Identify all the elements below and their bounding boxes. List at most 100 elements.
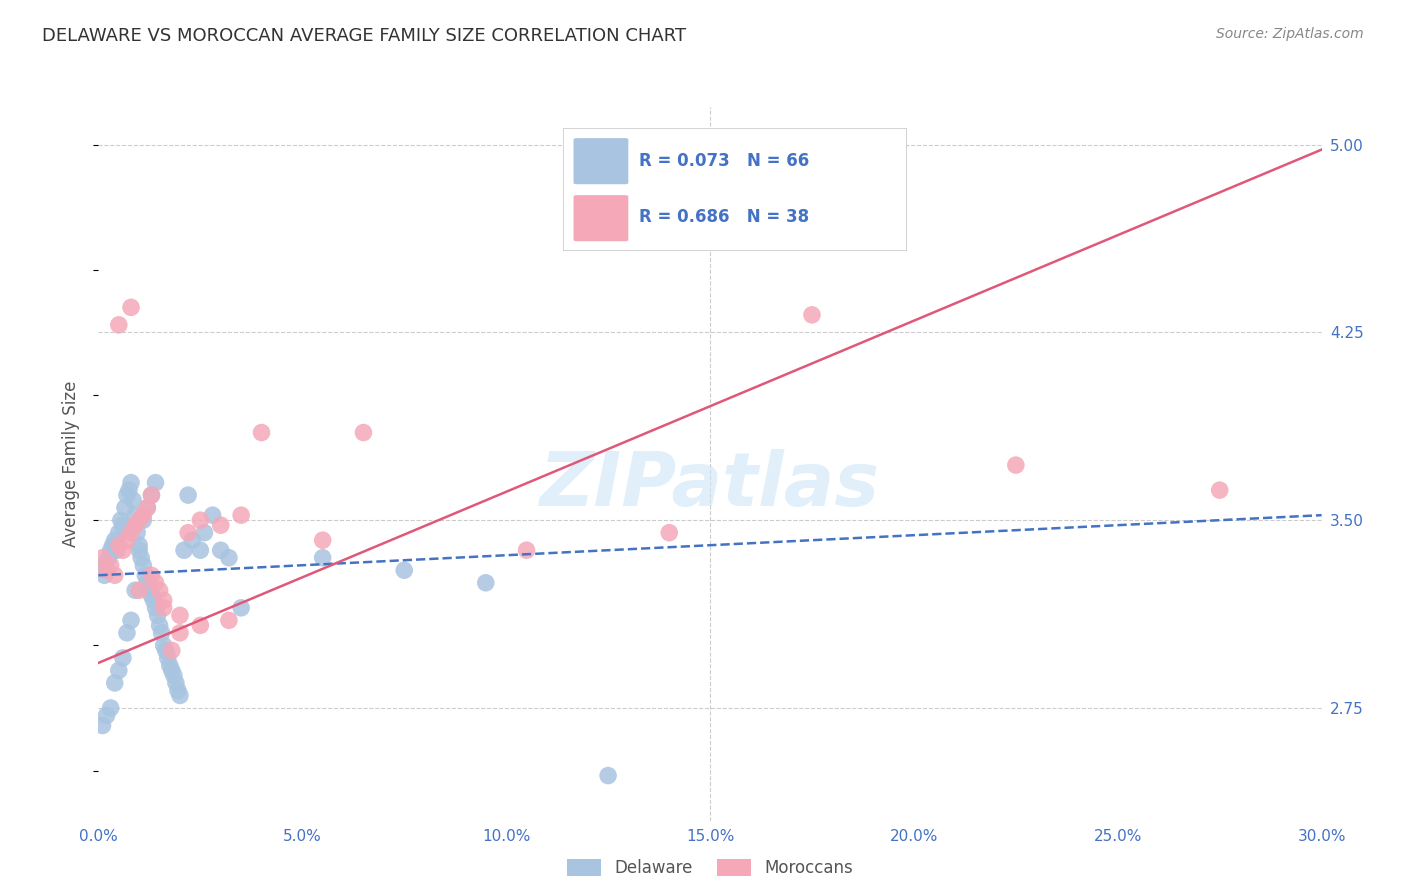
Point bbox=[169, 625, 191, 640]
Point bbox=[132, 513, 155, 527]
Point bbox=[111, 543, 134, 558]
Point bbox=[160, 643, 183, 657]
Point bbox=[150, 625, 173, 640]
Point bbox=[120, 613, 142, 627]
Point bbox=[100, 558, 122, 573]
Point bbox=[136, 500, 159, 515]
Point bbox=[124, 583, 146, 598]
Point bbox=[596, 768, 619, 782]
Point bbox=[104, 568, 127, 582]
Point bbox=[136, 575, 159, 590]
Point bbox=[136, 500, 159, 515]
Point bbox=[100, 701, 122, 715]
Point bbox=[193, 525, 215, 540]
Point bbox=[181, 533, 204, 548]
Point bbox=[132, 508, 155, 523]
Point bbox=[250, 425, 273, 440]
Point bbox=[142, 593, 165, 607]
Point bbox=[173, 543, 195, 558]
Point bbox=[231, 508, 253, 523]
Point bbox=[132, 558, 155, 573]
Point bbox=[124, 518, 146, 533]
Point bbox=[159, 658, 181, 673]
Point bbox=[155, 643, 177, 657]
Point bbox=[108, 318, 131, 332]
Point bbox=[122, 493, 145, 508]
Point bbox=[312, 533, 335, 548]
Point bbox=[169, 608, 191, 623]
Point bbox=[1208, 483, 1232, 497]
Point bbox=[129, 550, 152, 565]
Point bbox=[91, 718, 114, 732]
Point bbox=[156, 651, 179, 665]
Point bbox=[111, 651, 134, 665]
Point bbox=[104, 676, 127, 690]
Point bbox=[141, 568, 163, 582]
Point bbox=[188, 543, 212, 558]
Point bbox=[108, 664, 131, 678]
Point bbox=[128, 538, 150, 552]
Text: ZIPatlas: ZIPatlas bbox=[540, 449, 880, 522]
Point bbox=[231, 600, 253, 615]
Point bbox=[128, 583, 150, 598]
Point bbox=[118, 483, 141, 497]
Point bbox=[134, 568, 156, 582]
Point bbox=[120, 525, 142, 540]
Point bbox=[108, 525, 131, 540]
Point bbox=[91, 558, 114, 573]
Point bbox=[101, 538, 124, 552]
Point bbox=[218, 550, 240, 565]
Point bbox=[141, 488, 163, 502]
Point bbox=[96, 563, 118, 577]
Point bbox=[201, 508, 224, 523]
Point bbox=[165, 676, 187, 690]
Point bbox=[128, 513, 150, 527]
Point bbox=[100, 543, 122, 558]
Point bbox=[114, 500, 136, 515]
Point bbox=[188, 513, 212, 527]
Point bbox=[177, 525, 200, 540]
Point bbox=[352, 425, 374, 440]
Point bbox=[188, 618, 212, 632]
Point bbox=[474, 575, 498, 590]
Point bbox=[97, 550, 120, 565]
Point bbox=[163, 668, 186, 682]
Y-axis label: Average Family Size: Average Family Size bbox=[62, 381, 80, 547]
Point bbox=[516, 543, 538, 558]
Point bbox=[152, 593, 174, 607]
Point bbox=[115, 625, 138, 640]
Point bbox=[209, 518, 232, 533]
Point bbox=[115, 488, 138, 502]
Text: DELAWARE VS MOROCCAN AVERAGE FAMILY SIZE CORRELATION CHART: DELAWARE VS MOROCCAN AVERAGE FAMILY SIZE… bbox=[42, 27, 686, 45]
Point bbox=[96, 563, 118, 577]
Point bbox=[149, 618, 172, 632]
Point bbox=[124, 508, 146, 523]
Point bbox=[141, 588, 163, 602]
Point bbox=[312, 550, 335, 565]
Point bbox=[149, 583, 172, 598]
Point bbox=[145, 575, 167, 590]
Point bbox=[141, 488, 163, 502]
Legend: Delaware, Moroccans: Delaware, Moroccans bbox=[561, 852, 859, 884]
Point bbox=[177, 488, 200, 502]
Point bbox=[167, 683, 190, 698]
Point bbox=[152, 639, 174, 653]
Point bbox=[145, 600, 167, 615]
Point bbox=[115, 533, 138, 548]
Point bbox=[120, 475, 142, 490]
Point bbox=[96, 708, 118, 723]
Point bbox=[104, 533, 127, 548]
Point bbox=[93, 568, 115, 582]
Point bbox=[801, 308, 824, 322]
Point bbox=[146, 608, 169, 623]
Point bbox=[138, 583, 160, 598]
Point bbox=[108, 538, 131, 552]
Point bbox=[91, 550, 114, 565]
Point bbox=[169, 689, 191, 703]
Point bbox=[128, 543, 150, 558]
Point bbox=[145, 475, 167, 490]
Point bbox=[110, 513, 132, 527]
Point bbox=[209, 543, 232, 558]
Point bbox=[111, 518, 134, 533]
Text: Source: ZipAtlas.com: Source: ZipAtlas.com bbox=[1216, 27, 1364, 41]
